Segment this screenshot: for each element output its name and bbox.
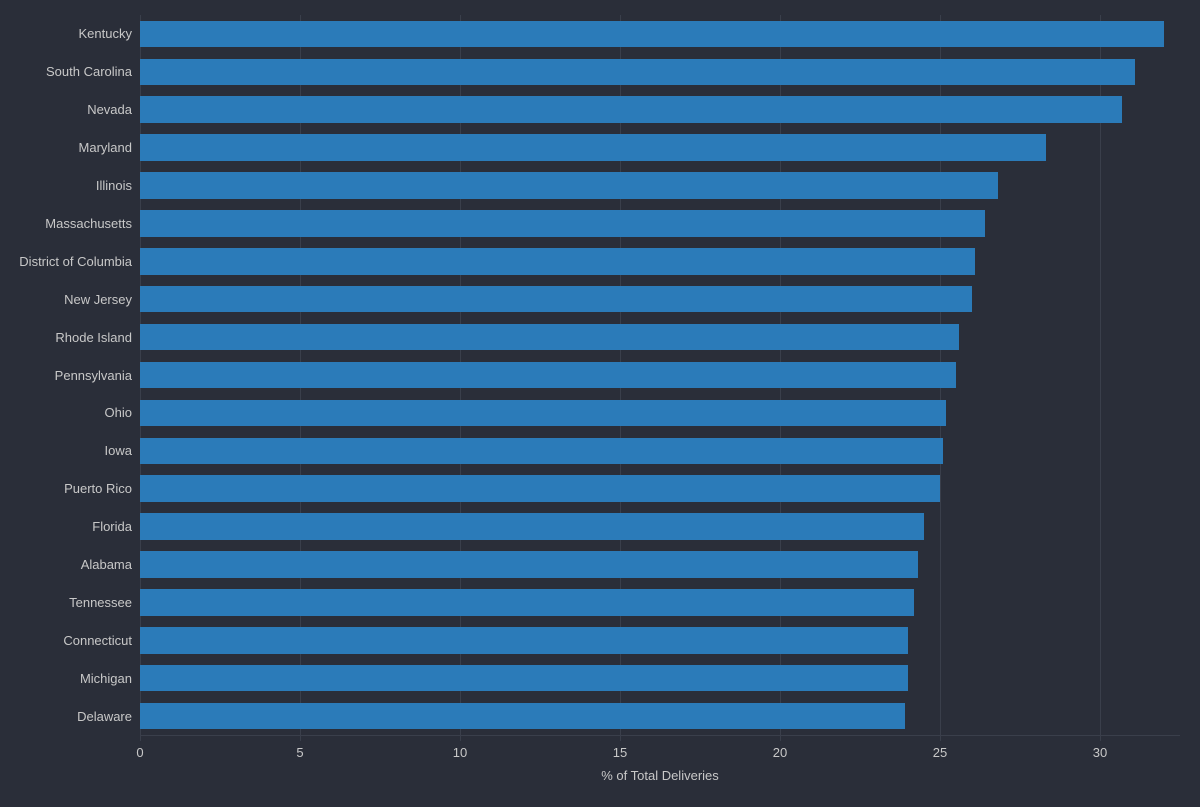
bar-row [140,248,1180,275]
bar-row [140,703,1180,730]
y-label: Delaware [77,709,132,724]
bar [140,96,1122,123]
y-label: District of Columbia [19,254,132,269]
y-label: Massachusetts [45,216,132,231]
bar [140,627,908,654]
bar-row [140,134,1180,161]
bar-row [140,400,1180,427]
bar-row [140,210,1180,237]
x-tick-label: 5 [296,745,303,760]
bar [140,513,924,540]
bar [140,589,914,616]
y-label: Kentucky [79,26,132,41]
bar [140,665,908,692]
bar-row [140,324,1180,351]
y-label: New Jersey [64,292,132,307]
bar-row [140,172,1180,199]
x-tick-label: 20 [773,745,787,760]
bar-row [140,627,1180,654]
bar-row [140,513,1180,540]
y-label: Pennsylvania [55,368,132,383]
bar-row [140,665,1180,692]
bar-row [140,96,1180,123]
y-label: Nevada [87,102,132,117]
bar-row [140,475,1180,502]
y-label: Rhode Island [55,330,132,345]
y-label: Maryland [79,140,132,155]
bar-row [140,59,1180,86]
x-axis-line [140,735,1180,736]
chart-container: 051015202530 KentuckySouth CarolinaNevad… [0,0,1200,807]
bar-row [140,438,1180,465]
bar-row [140,286,1180,313]
y-label: Florida [92,519,132,534]
bar [140,210,985,237]
bar [140,703,905,730]
x-tick-label: 30 [1093,745,1107,760]
bar [140,551,918,578]
bar [140,400,946,427]
bar [140,59,1135,86]
plot-area: 051015202530 [140,15,1180,735]
y-label: Michigan [80,671,132,686]
bar [140,172,998,199]
bar [140,438,943,465]
x-tick-label: 10 [453,745,467,760]
bar [140,286,972,313]
x-tick-label: 25 [933,745,947,760]
y-label: South Carolina [46,64,132,79]
x-tick-label: 15 [613,745,627,760]
bar [140,21,1164,48]
bar [140,134,1046,161]
y-label: Connecticut [63,633,132,648]
y-label: Puerto Rico [64,481,132,496]
bar-row [140,21,1180,48]
bar [140,248,975,275]
bar [140,362,956,389]
y-label: Illinois [96,178,132,193]
y-label: Iowa [105,443,132,458]
bar-row [140,589,1180,616]
y-label: Tennessee [69,595,132,610]
bar [140,324,959,351]
bar [140,475,940,502]
x-axis-title: % of Total Deliveries [601,768,719,783]
bar-row [140,551,1180,578]
x-tick-label: 0 [136,745,143,760]
y-label: Ohio [105,405,132,420]
y-label: Alabama [81,557,132,572]
bar-row [140,362,1180,389]
